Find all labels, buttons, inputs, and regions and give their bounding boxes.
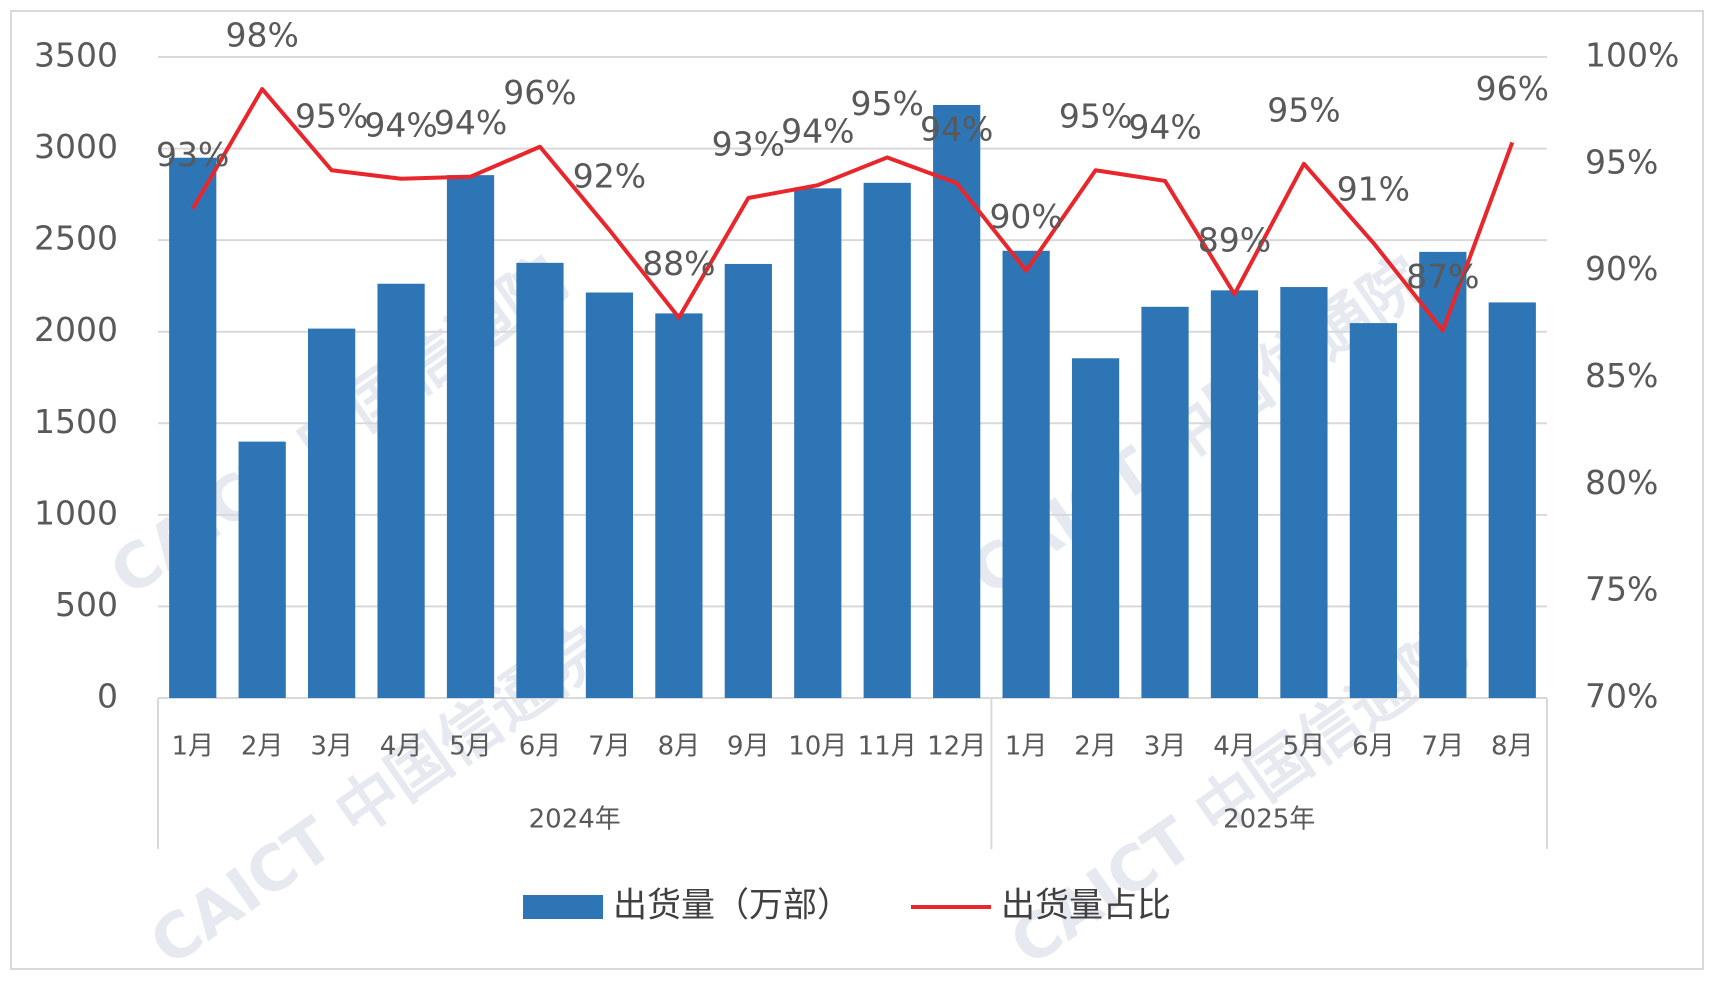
bar (1071, 358, 1120, 698)
y-tick-label: 3500 (34, 36, 118, 75)
x-tick-label: 4月 (380, 732, 423, 762)
bar (446, 175, 495, 698)
data-label: 87% (1406, 257, 1479, 296)
y2-tick-label: 80% (1585, 463, 1658, 502)
bar (1280, 287, 1328, 698)
legend-label: 出货量（万部） (613, 886, 851, 926)
bar (585, 292, 634, 698)
data-label: 95% (295, 97, 368, 136)
y2-tick-label: 75% (1585, 570, 1658, 609)
bar (516, 262, 564, 698)
data-label: 94% (781, 112, 854, 151)
y2-tick-label: 85% (1585, 356, 1658, 395)
x-tick-label: 3月 (310, 732, 353, 762)
bar (1210, 290, 1259, 698)
bar (1419, 251, 1467, 698)
data-label: 93% (712, 125, 785, 164)
x-tick-label: 1月 (171, 732, 214, 762)
data-label: 89% (1198, 221, 1271, 260)
data-label: 88% (642, 244, 715, 283)
x-tick-label: 12月 (927, 732, 986, 762)
data-label: 93% (156, 135, 229, 174)
x-tick-label: 5月 (449, 732, 492, 762)
bar (724, 263, 772, 698)
bar (169, 157, 217, 698)
data-label: 94% (364, 105, 437, 144)
bar (1349, 323, 1397, 698)
y-tick-label: 1000 (34, 493, 118, 532)
data-label: 96% (503, 73, 576, 112)
y-tick-label: 3000 (34, 127, 118, 166)
x-tick-label: 1月 (1005, 732, 1048, 762)
x-tick-label: 8月 (1491, 732, 1534, 762)
data-label: 94% (920, 110, 993, 149)
legend-label: 出货量占比 (1001, 886, 1171, 926)
legend-swatch (523, 895, 603, 919)
bar (863, 182, 911, 698)
x-tick-label: 5月 (1283, 732, 1326, 762)
data-label: 96% (1476, 69, 1549, 108)
x-tick-label: 11月 (858, 732, 917, 762)
y2-tick-label: 70% (1585, 677, 1658, 716)
group-label: 2024年 (529, 805, 621, 835)
y2-tick-label: 95% (1585, 142, 1658, 181)
bar (655, 313, 703, 698)
bar (933, 104, 981, 699)
x-tick-label: 2月 (241, 732, 284, 762)
data-label: 92% (573, 157, 646, 196)
data-label: 95% (1267, 90, 1340, 129)
bar (1488, 302, 1536, 698)
x-tick-label: 2月 (1074, 732, 1117, 762)
y-tick-label: 0 (97, 677, 118, 716)
x-tick-label: 4月 (1213, 732, 1256, 762)
data-label: 94% (1128, 107, 1201, 146)
y-tick-label: 500 (55, 585, 118, 624)
data-label: 94% (434, 103, 507, 142)
x-tick-label: 3月 (1144, 732, 1187, 762)
x-tick-label: 7月 (1422, 732, 1465, 762)
y-tick-label: 2000 (34, 310, 118, 349)
y2-tick-label: 100% (1585, 36, 1679, 75)
y2-tick-label: 90% (1585, 249, 1658, 288)
bar (1141, 306, 1189, 698)
bar (1002, 250, 1050, 698)
x-tick-label: 10月 (788, 732, 847, 762)
data-label: 98% (225, 16, 298, 55)
bar (377, 283, 425, 698)
data-label: 95% (1059, 97, 1132, 136)
data-label: 90% (989, 197, 1062, 236)
data-label: 91% (1337, 169, 1410, 208)
x-tick-label: 6月 (1352, 732, 1395, 762)
x-tick-label: 7月 (588, 732, 631, 762)
line (190, 87, 1515, 333)
bar (308, 328, 356, 698)
x-tick-label: 9月 (727, 732, 770, 762)
bar (238, 441, 286, 698)
y-tick-label: 2500 (34, 219, 118, 258)
data-label: 95% (851, 84, 924, 123)
bar (794, 188, 842, 699)
group-label: 2025年 (1223, 805, 1315, 835)
x-tick-label: 6月 (519, 732, 562, 762)
y-tick-label: 1500 (34, 402, 118, 441)
x-tick-label: 8月 (658, 732, 701, 762)
